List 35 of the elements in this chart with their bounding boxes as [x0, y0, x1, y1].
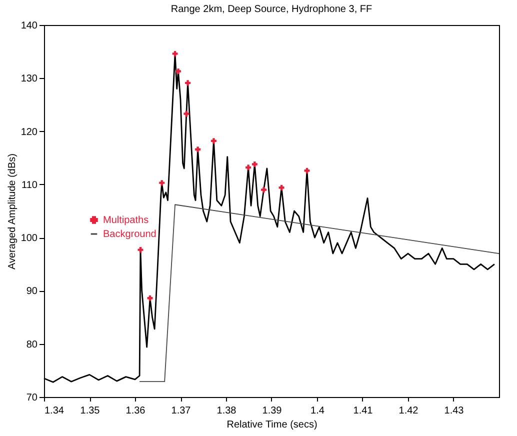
x-tick-label: 1.41 [353, 406, 374, 416]
x-tick-label: 1.4 [310, 406, 325, 416]
point [159, 180, 165, 186]
y-tick-label: 140 [20, 20, 38, 32]
x-tick-label: 1.39 [262, 406, 282, 416]
x-tick-label: 1.34 [44, 406, 64, 416]
point [147, 295, 153, 301]
legend-label: Background [103, 229, 156, 240]
x-axis-title: Relative Time (secs) [226, 420, 318, 430]
point [175, 68, 181, 74]
point [172, 50, 178, 56]
point [246, 164, 252, 170]
y-axis-title: Averaged Amplitude (dBs) [6, 154, 18, 270]
x-tick-label: 1.35 [80, 406, 100, 416]
x-tick-label: 1.38 [216, 406, 237, 416]
x-tick-label: 1.42 [398, 406, 419, 416]
y-tick-label: 130 [20, 74, 38, 85]
chart-title: Range 2km, Deep Source, Hydrophone 3, FF [170, 4, 372, 15]
point [138, 247, 144, 253]
x-tick-label: 1.37 [171, 406, 192, 416]
point [184, 111, 190, 116]
y-tick-label: 120 [20, 126, 38, 138]
y-tick-label: 70 [26, 392, 38, 404]
x-tick-label: 1.43 [444, 406, 464, 416]
point [195, 146, 201, 152]
y-tick-label: 90 [26, 286, 38, 298]
point [261, 187, 267, 192]
x-tick-label: 1.36 [126, 406, 146, 416]
y-tick-label: 80 [26, 339, 38, 350]
point [252, 161, 258, 167]
y-tick-label: 100 [20, 233, 38, 244]
y-tick-label: 110 [22, 180, 38, 191]
legend-label: Multipaths [103, 215, 149, 226]
point [210, 138, 216, 144]
point [185, 80, 191, 86]
